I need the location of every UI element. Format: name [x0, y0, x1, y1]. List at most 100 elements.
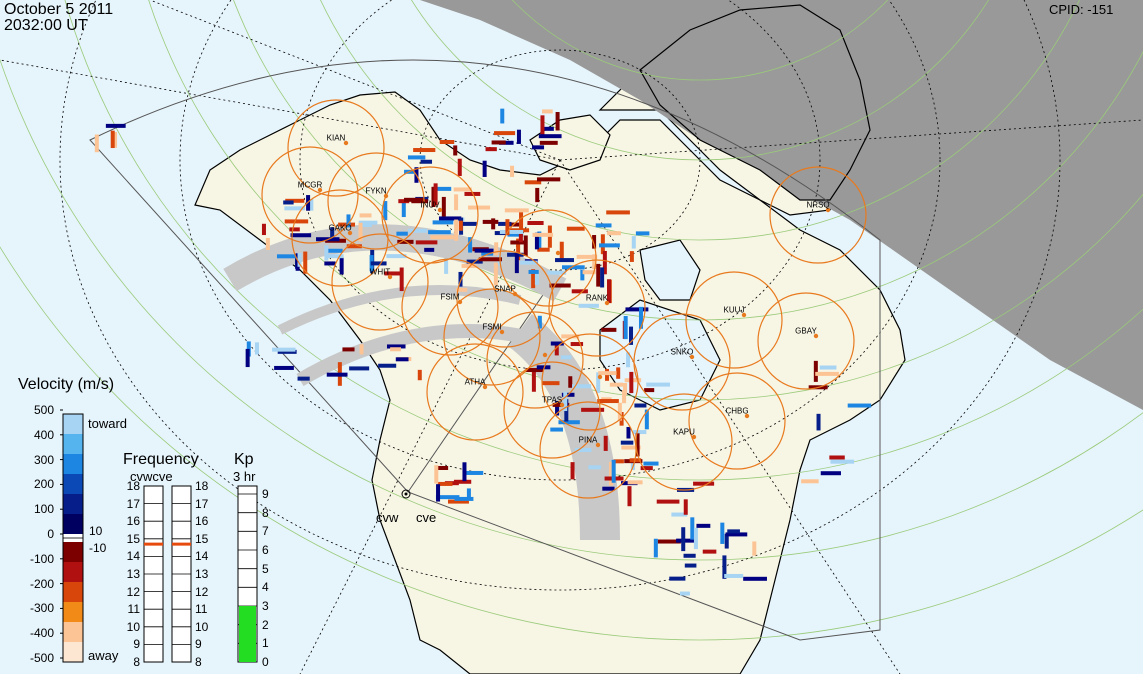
- date-label: October 5 2011: [4, 1, 114, 18]
- velocity-vector: [528, 269, 539, 274]
- velocity-vector: [468, 205, 491, 210]
- velocity-vector: [462, 462, 467, 482]
- velocity-vector: [657, 539, 681, 544]
- velocity-vector: [538, 134, 562, 139]
- station-fov-circle: [757, 292, 855, 390]
- velocity-vector: [693, 527, 698, 550]
- velocity-vector: [582, 270, 596, 275]
- velocity-vector: [453, 479, 472, 484]
- night-region: [420, 0, 1143, 410]
- velocity-vector: [459, 221, 477, 226]
- velocity-vector: [722, 555, 727, 579]
- velocity-vector: [627, 486, 632, 507]
- velocity-vector: [620, 440, 634, 445]
- velocity-vector: [415, 240, 438, 245]
- velocity-vector: [643, 461, 659, 466]
- velocity-vector: [523, 235, 528, 257]
- velocity-vector: [671, 512, 688, 517]
- velocity-vector: [638, 306, 643, 329]
- velocity-vector: [435, 186, 452, 191]
- velocity-vector: [261, 223, 266, 236]
- velocity-vector: [411, 199, 429, 204]
- velocity-vector: [603, 435, 608, 451]
- frequency-tick-label: 14: [195, 549, 209, 564]
- velocity-vector: [562, 265, 585, 270]
- kp-tick-label: 6: [262, 543, 269, 557]
- station-circles: [261, 99, 867, 499]
- velocity-vector: [693, 481, 715, 486]
- velocity-vector: [468, 237, 473, 253]
- velocity-vector: [752, 541, 757, 556]
- velocity-vector: [413, 148, 436, 153]
- velocity-swatch: [63, 562, 83, 583]
- frequency-tick-label: 18: [126, 479, 140, 493]
- velocity-vector: [631, 236, 636, 249]
- velocity-vector: [625, 307, 649, 312]
- station-label: ATHA: [464, 377, 486, 387]
- station-fov-circle: [769, 166, 867, 264]
- velocity-vector: [358, 222, 363, 242]
- frequency-tick-label: 15: [195, 531, 209, 546]
- velocity-vector: [574, 447, 592, 452]
- velocity-vector: [516, 238, 521, 261]
- velocity-away-label: away: [88, 648, 119, 663]
- station-fov-circle: [633, 313, 731, 411]
- velocity-vector: [330, 227, 335, 238]
- velocity-vector: [588, 465, 602, 470]
- kp-bar: [239, 606, 256, 662]
- velocity-vector: [324, 261, 336, 266]
- velocity-vector: [532, 232, 554, 237]
- velocity-vector: [634, 403, 647, 408]
- station-marker: [387, 274, 393, 280]
- station-label: FSMI: [482, 322, 502, 332]
- velocity-vector: [626, 352, 631, 368]
- velocity-vector: [105, 123, 126, 128]
- velocity-vector: [535, 187, 540, 203]
- velocity-vector: [519, 212, 524, 233]
- velocity-vector: [254, 342, 259, 355]
- velocity-vector: [309, 199, 314, 211]
- velocity-vector: [566, 226, 585, 231]
- velocity-tick-label: -200: [29, 576, 54, 591]
- velocity-vector: [444, 258, 449, 274]
- velocity-vector: [623, 383, 628, 395]
- station-fov-circle: [503, 361, 601, 459]
- velocity-vector: [485, 147, 497, 152]
- velocity-vector: [441, 196, 446, 217]
- velocity-vector: [537, 231, 542, 249]
- velocity-vector: [435, 495, 460, 500]
- velocity-vector: [277, 349, 297, 354]
- velocity-vector: [453, 145, 458, 156]
- velocity-vector: [629, 326, 634, 345]
- velocity-vector: [390, 347, 402, 352]
- kp-tick-label: 1: [262, 636, 269, 651]
- velocity-vector: [683, 553, 696, 558]
- station-marker: [825, 207, 831, 213]
- kp-tick-label: 4: [262, 580, 269, 595]
- station-label: RANK: [585, 293, 609, 303]
- velocity-vector: [431, 186, 436, 207]
- velocity-vector: [516, 129, 521, 144]
- velocity-vector: [384, 271, 403, 276]
- frequency-tick-label: 13: [126, 567, 140, 581]
- velocity-vector: [491, 140, 506, 145]
- velocity-swatch: [63, 582, 83, 603]
- frequency-tick-label: 12: [126, 584, 140, 599]
- velocity-vector: [510, 165, 515, 177]
- velocity-vector: [276, 254, 300, 259]
- velocity-vector: [560, 355, 572, 360]
- kp-tick-label: 2: [262, 617, 269, 632]
- velocity-vector: [684, 563, 697, 568]
- velocity-vector: [494, 242, 499, 256]
- velocity-vector: [438, 216, 462, 221]
- velocity-vector: [563, 391, 568, 412]
- velocity-vector: [607, 231, 621, 236]
- velocity-vector: [727, 529, 740, 534]
- velocity-vector: [656, 499, 680, 504]
- frequency-tick-label: 13: [195, 567, 209, 581]
- velocity-vector: [499, 140, 514, 145]
- velocity-mid-lower: -10: [89, 541, 107, 555]
- velocity-vector: [432, 220, 454, 225]
- station-marker: [595, 442, 601, 448]
- velocity-vector: [816, 413, 821, 431]
